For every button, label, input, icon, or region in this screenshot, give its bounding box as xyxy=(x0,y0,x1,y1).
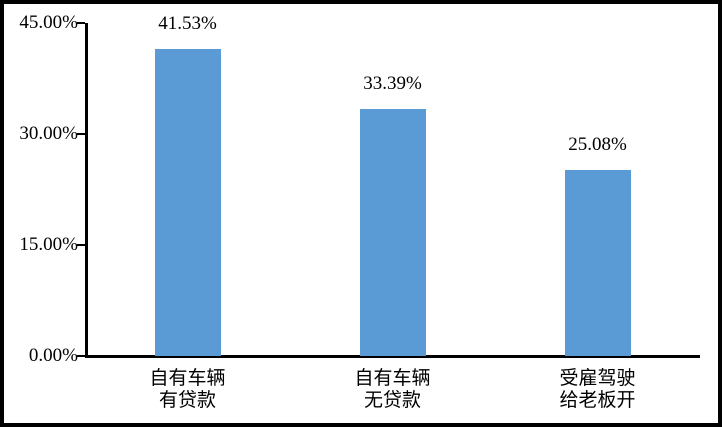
x-category-label: 自有车辆 有贷款 xyxy=(149,368,226,411)
x-category-label: 自有车辆 无贷款 xyxy=(354,368,431,411)
y-tick-label: 0.00% xyxy=(28,345,78,366)
y-tick-label: 15.00% xyxy=(19,234,78,255)
bar-value-label: 41.53% xyxy=(158,12,217,34)
bar xyxy=(359,108,426,356)
y-tick-mark xyxy=(77,355,85,357)
bar xyxy=(154,48,221,356)
y-tick-label: 45.00% xyxy=(19,12,78,33)
bar-value-label: 25.08% xyxy=(568,134,627,156)
x-axis-line xyxy=(85,355,700,358)
bar xyxy=(564,170,631,356)
bar-value-label: 33.39% xyxy=(363,72,422,94)
y-tick-mark xyxy=(77,244,85,246)
x-category-label: 受雇驾驶 给老板开 xyxy=(559,368,636,411)
y-tick-mark xyxy=(77,22,85,24)
y-axis-line xyxy=(85,23,88,357)
y-tick-label: 30.00% xyxy=(19,123,78,144)
y-tick-mark xyxy=(77,133,85,135)
